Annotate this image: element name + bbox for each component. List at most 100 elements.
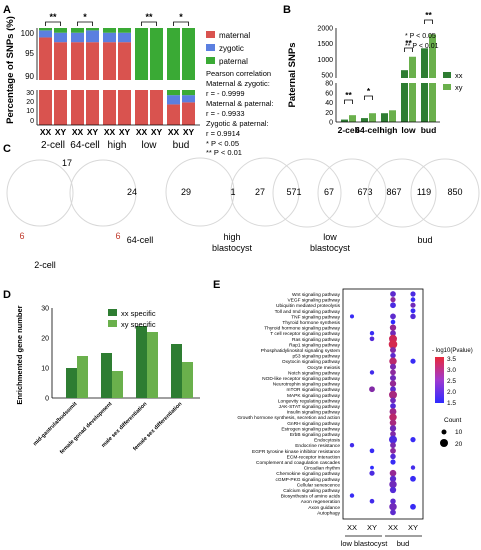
bar-xy-specific bbox=[182, 362, 193, 398]
venn-count: 6 bbox=[115, 231, 120, 241]
enrichment-dot bbox=[389, 346, 397, 354]
stats-line: r = - 0.9933 bbox=[206, 109, 245, 118]
color-legend-tick: 3.0 bbox=[447, 367, 456, 374]
bar-xy bbox=[429, 34, 436, 78]
panel-d-ylabel: Enrichmented gene number bbox=[15, 305, 24, 404]
bar-segment-zygotic bbox=[86, 30, 99, 43]
venn-circle-high-xy bbox=[230, 157, 300, 227]
pathway-label: Thyroid hormone signaling pathway bbox=[264, 326, 340, 332]
pathway-label: Wnt signaling pathway bbox=[292, 292, 341, 298]
venn-count: 571 bbox=[286, 187, 301, 197]
venn-count: 850 bbox=[447, 187, 462, 197]
enrichment-dot bbox=[390, 369, 396, 376]
pathway-label: Thyroid hormone synthesis bbox=[282, 320, 340, 326]
panel-d-chart: Enrichmented gene number 30 20 10 0 mid-gas… bbox=[15, 305, 200, 456]
significance-mark: ** bbox=[345, 90, 352, 100]
enrichment-dot bbox=[390, 330, 396, 337]
enrichment-dot bbox=[369, 386, 375, 393]
panel-b-chart: Paternal SNPs 2000 1500 1000 500 80 60 40 20 0 2… bbox=[287, 10, 463, 135]
bar-xx-specific bbox=[136, 326, 147, 398]
legend-swatch-xy bbox=[443, 84, 451, 90]
panel-a-significance: ** * ** * bbox=[45, 12, 189, 26]
stage-label: low bbox=[141, 140, 157, 151]
pathway-label: Growth hormone synthesis, secretion and … bbox=[237, 415, 340, 421]
sex-label: XY bbox=[119, 127, 131, 137]
stats-line: r = 0.9914 bbox=[206, 129, 240, 138]
bar-segment-paternal bbox=[135, 28, 148, 80]
pathway-label: ECM-receptor interaction bbox=[287, 454, 341, 460]
enrichment-dot bbox=[389, 408, 397, 416]
column-label: XY bbox=[408, 523, 418, 532]
venn-circle-bud-xy bbox=[410, 158, 480, 228]
enrichment-dot bbox=[389, 374, 397, 382]
enrichment-dot bbox=[349, 493, 355, 498]
enrichment-dot bbox=[390, 297, 396, 303]
venn-circle-high-xx bbox=[165, 157, 235, 227]
size-legend-label: 20 bbox=[455, 441, 463, 448]
pathway-label: Longevity regulating pathway bbox=[278, 398, 341, 404]
panel-b-ytick: 0 bbox=[329, 120, 333, 127]
bar-segment-zygotic bbox=[118, 32, 131, 43]
bar-segment-paternal bbox=[118, 28, 131, 33]
enrichment-dot bbox=[389, 503, 397, 511]
size-legend-title: Count bbox=[444, 417, 462, 424]
sex-label: XX bbox=[104, 127, 116, 137]
column-label: XY bbox=[367, 523, 377, 532]
stage-label: 2-cell bbox=[41, 140, 65, 151]
bar-segment-paternal bbox=[182, 28, 195, 80]
enrichment-dot bbox=[389, 380, 397, 387]
stage-label: bud bbox=[173, 140, 190, 151]
panel-a-xlabels: XX XY XX XY XX XY XX XY XX XY2-cell 64-cell high low… bbox=[40, 127, 195, 151]
pathway-label: Circadian rhythm bbox=[304, 466, 340, 472]
enrichment-dot bbox=[390, 498, 396, 504]
enrichment-dot bbox=[390, 447, 396, 454]
pathway-label: Toll and Imd signaling pathway bbox=[275, 309, 341, 315]
venn-count: 29 bbox=[181, 187, 191, 197]
enrichment-dot bbox=[389, 475, 397, 482]
bar-segment-zygotic bbox=[103, 32, 116, 43]
sex-label: XX bbox=[168, 127, 180, 137]
enrichment-dot bbox=[410, 358, 416, 364]
venn-count: 119 bbox=[417, 187, 431, 197]
venn-count: 67 bbox=[324, 187, 334, 197]
panel-d-yticks: 30 20 10 0 bbox=[41, 306, 49, 403]
enrichment-dot bbox=[389, 390, 397, 399]
color-legend-tick: 2.5 bbox=[447, 378, 456, 385]
venn-label: high blastocyst bbox=[212, 232, 253, 253]
enrichment-dot bbox=[390, 352, 396, 359]
panel-d-ytick: 10 bbox=[41, 366, 49, 373]
enrichment-dot bbox=[389, 469, 397, 477]
panel-b-ytick: 60 bbox=[325, 90, 333, 97]
pathway-label: cGMP-PKG signaling pathway bbox=[275, 477, 340, 483]
bar-xy bbox=[409, 56, 416, 78]
legend-swatch-xx-specific bbox=[108, 309, 117, 316]
bar-segment-zygotic bbox=[39, 30, 52, 38]
stats-line: * P < 0.05 bbox=[206, 139, 239, 148]
bar-segment-maternal bbox=[135, 90, 148, 125]
panel-b-significance: ** ***** bbox=[344, 10, 433, 104]
enrichment-dot bbox=[390, 442, 396, 449]
venn-count: 673 bbox=[357, 187, 372, 197]
color-legend-tick: 3.5 bbox=[447, 356, 456, 363]
bar-xx bbox=[381, 113, 388, 122]
panel-a-ytick: 90 bbox=[25, 72, 34, 81]
stats-line: Pearson correlation bbox=[206, 69, 271, 78]
enrichment-dot bbox=[390, 509, 396, 516]
bar-segment-zygotic bbox=[167, 95, 180, 105]
legend-swatch-maternal bbox=[206, 31, 215, 38]
stats-line: ** P < 0.01 bbox=[206, 148, 242, 157]
bar-xx bbox=[401, 83, 408, 122]
sex-label: XY bbox=[87, 127, 99, 137]
enrichment-dot bbox=[390, 302, 396, 309]
enrichment-dot bbox=[390, 459, 396, 465]
bar-xy bbox=[429, 83, 436, 122]
pathway-label: Oocyte meiosis bbox=[307, 365, 340, 371]
enrichment-dot bbox=[410, 313, 416, 320]
legend-label-xy-specific: xy specific bbox=[121, 320, 156, 329]
bar-segment-maternal bbox=[39, 37, 52, 80]
column-label: XX bbox=[347, 523, 357, 532]
venn-circle-bud-xx bbox=[367, 158, 437, 228]
enrichment-dot bbox=[349, 314, 355, 319]
